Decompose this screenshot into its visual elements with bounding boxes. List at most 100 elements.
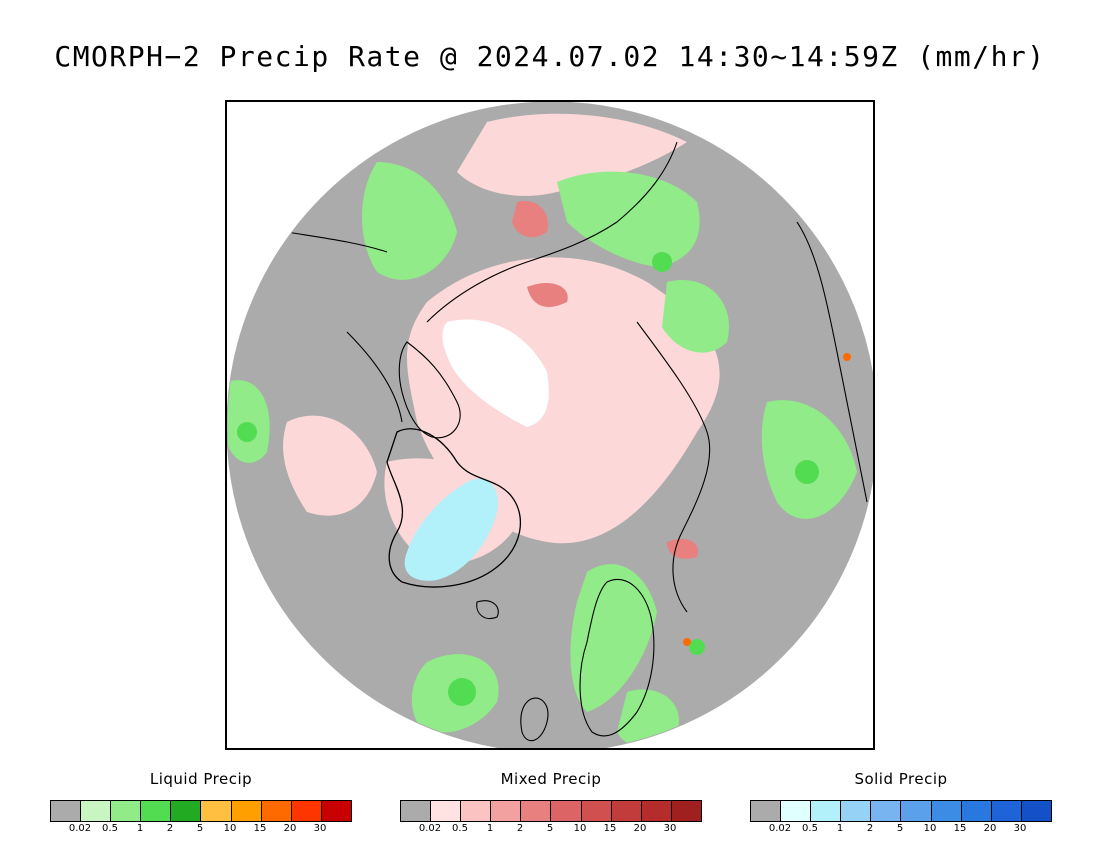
tick-label: 15 — [953, 823, 967, 834]
color-swatch — [401, 801, 432, 821]
color-bar — [50, 800, 352, 822]
tick-label: 30 — [663, 823, 677, 834]
legend-solid: Solid Precip 0.02 0.5 1 2 5 10 15 20 30 — [750, 770, 1052, 840]
intense-precip-cell — [683, 638, 691, 646]
tick-label: 2 — [516, 823, 524, 834]
color-bar — [400, 800, 702, 822]
tick-label: 0.5 — [802, 823, 818, 834]
tick-label: 15 — [253, 823, 267, 834]
polar-cap — [442, 319, 549, 427]
color-swatch — [641, 801, 672, 821]
color-bar — [750, 800, 1052, 822]
color-swatch — [611, 801, 642, 821]
tick-label: 30 — [313, 823, 327, 834]
polar-map-svg — [227, 102, 873, 748]
intense-precip-cell — [843, 353, 851, 361]
tick-label: 20 — [983, 823, 997, 834]
tick-label: 0.02 — [418, 823, 442, 834]
legend-mixed: Mixed Precip 0.02 0.5 1 2 5 10 15 20 30 — [400, 770, 702, 840]
coastline — [476, 600, 499, 620]
legend-title: Liquid Precip — [149, 770, 253, 788]
heavy-precip-cell — [689, 639, 705, 655]
color-swatch — [81, 801, 112, 821]
color-swatch — [521, 801, 552, 821]
heavy-precip-cell — [652, 252, 672, 272]
color-swatch — [171, 801, 202, 821]
tick-label: 1 — [486, 823, 494, 834]
liquid-precip-area — [362, 162, 457, 280]
color-swatch — [551, 801, 582, 821]
tick-label: 5 — [196, 823, 204, 834]
legend-liquid: Liquid Precip 0.02 0.5 1 2 5 10 15 20 30 — [50, 770, 352, 840]
chart-title: CMORPH−2 Precip Rate @ 2024.07.02 14:30~… — [54, 40, 1046, 73]
tick-labels: 0.02 0.5 1 2 5 10 15 20 30 — [400, 823, 700, 837]
tick-label: 0.5 — [102, 823, 118, 834]
heavy-precip-cell — [448, 678, 476, 706]
coastline — [520, 697, 549, 742]
tick-label: 1 — [136, 823, 144, 834]
color-swatch — [751, 801, 782, 821]
color-swatch — [811, 801, 842, 821]
liquid-precip-area — [662, 280, 729, 353]
color-swatch — [901, 801, 932, 821]
tick-labels: 0.02 0.5 1 2 5 10 15 20 30 — [50, 823, 350, 837]
color-swatch — [671, 801, 701, 821]
coastline — [286, 231, 403, 423]
polar-map — [225, 100, 875, 750]
color-swatch — [261, 801, 292, 821]
color-swatch — [1021, 801, 1051, 821]
color-swatch — [231, 801, 262, 821]
color-swatch — [781, 801, 812, 821]
tick-label: 2 — [166, 823, 174, 834]
tick-label: 0.5 — [452, 823, 468, 834]
tick-label: 0.02 — [68, 823, 92, 834]
color-swatch — [931, 801, 962, 821]
color-swatch — [201, 801, 232, 821]
tick-label: 0.02 — [768, 823, 792, 834]
color-swatch — [991, 801, 1022, 821]
mixed-precip-area — [283, 415, 377, 516]
tick-label: 1 — [836, 823, 844, 834]
tick-label: 15 — [603, 823, 617, 834]
solid-precip-area — [404, 478, 498, 581]
color-swatch — [141, 801, 172, 821]
color-swatch — [321, 801, 351, 821]
color-swatch — [581, 801, 612, 821]
liquid-precip-area — [557, 171, 700, 267]
tick-label: 5 — [546, 823, 554, 834]
coastline — [579, 578, 655, 737]
tick-label: 2 — [866, 823, 874, 834]
tick-label: 10 — [573, 823, 587, 834]
coastline — [386, 428, 522, 588]
coastline — [398, 341, 461, 439]
color-swatch — [431, 801, 462, 821]
color-swatch — [961, 801, 992, 821]
mixed-precip-area — [457, 113, 687, 196]
coastline — [796, 221, 868, 503]
color-swatch — [871, 801, 902, 821]
liquid-precip-area — [227, 380, 270, 463]
tick-label: 20 — [283, 823, 297, 834]
tick-label: 10 — [923, 823, 937, 834]
tick-label: 10 — [223, 823, 237, 834]
mixed-precip-streak — [527, 282, 568, 307]
legend-title: Mixed Precip — [500, 770, 602, 788]
mixed-precip-streak — [512, 201, 548, 238]
liquid-precip-area — [570, 564, 657, 712]
tick-labels: 0.02 0.5 1 2 5 10 15 20 30 — [750, 823, 1050, 837]
color-swatch — [491, 801, 522, 821]
coastline — [636, 321, 711, 613]
heavy-precip-cell — [237, 422, 257, 442]
tick-label: 20 — [633, 823, 647, 834]
liquid-precip-area — [761, 400, 857, 519]
color-swatch — [461, 801, 492, 821]
color-swatch — [51, 801, 82, 821]
legend-title: Solid Precip — [854, 770, 948, 788]
color-swatch — [841, 801, 872, 821]
coastline — [426, 141, 678, 323]
color-swatch — [111, 801, 142, 821]
tick-label: 5 — [896, 823, 904, 834]
color-swatch — [291, 801, 322, 821]
tick-label: 30 — [1013, 823, 1027, 834]
heavy-precip-cell — [795, 460, 819, 484]
